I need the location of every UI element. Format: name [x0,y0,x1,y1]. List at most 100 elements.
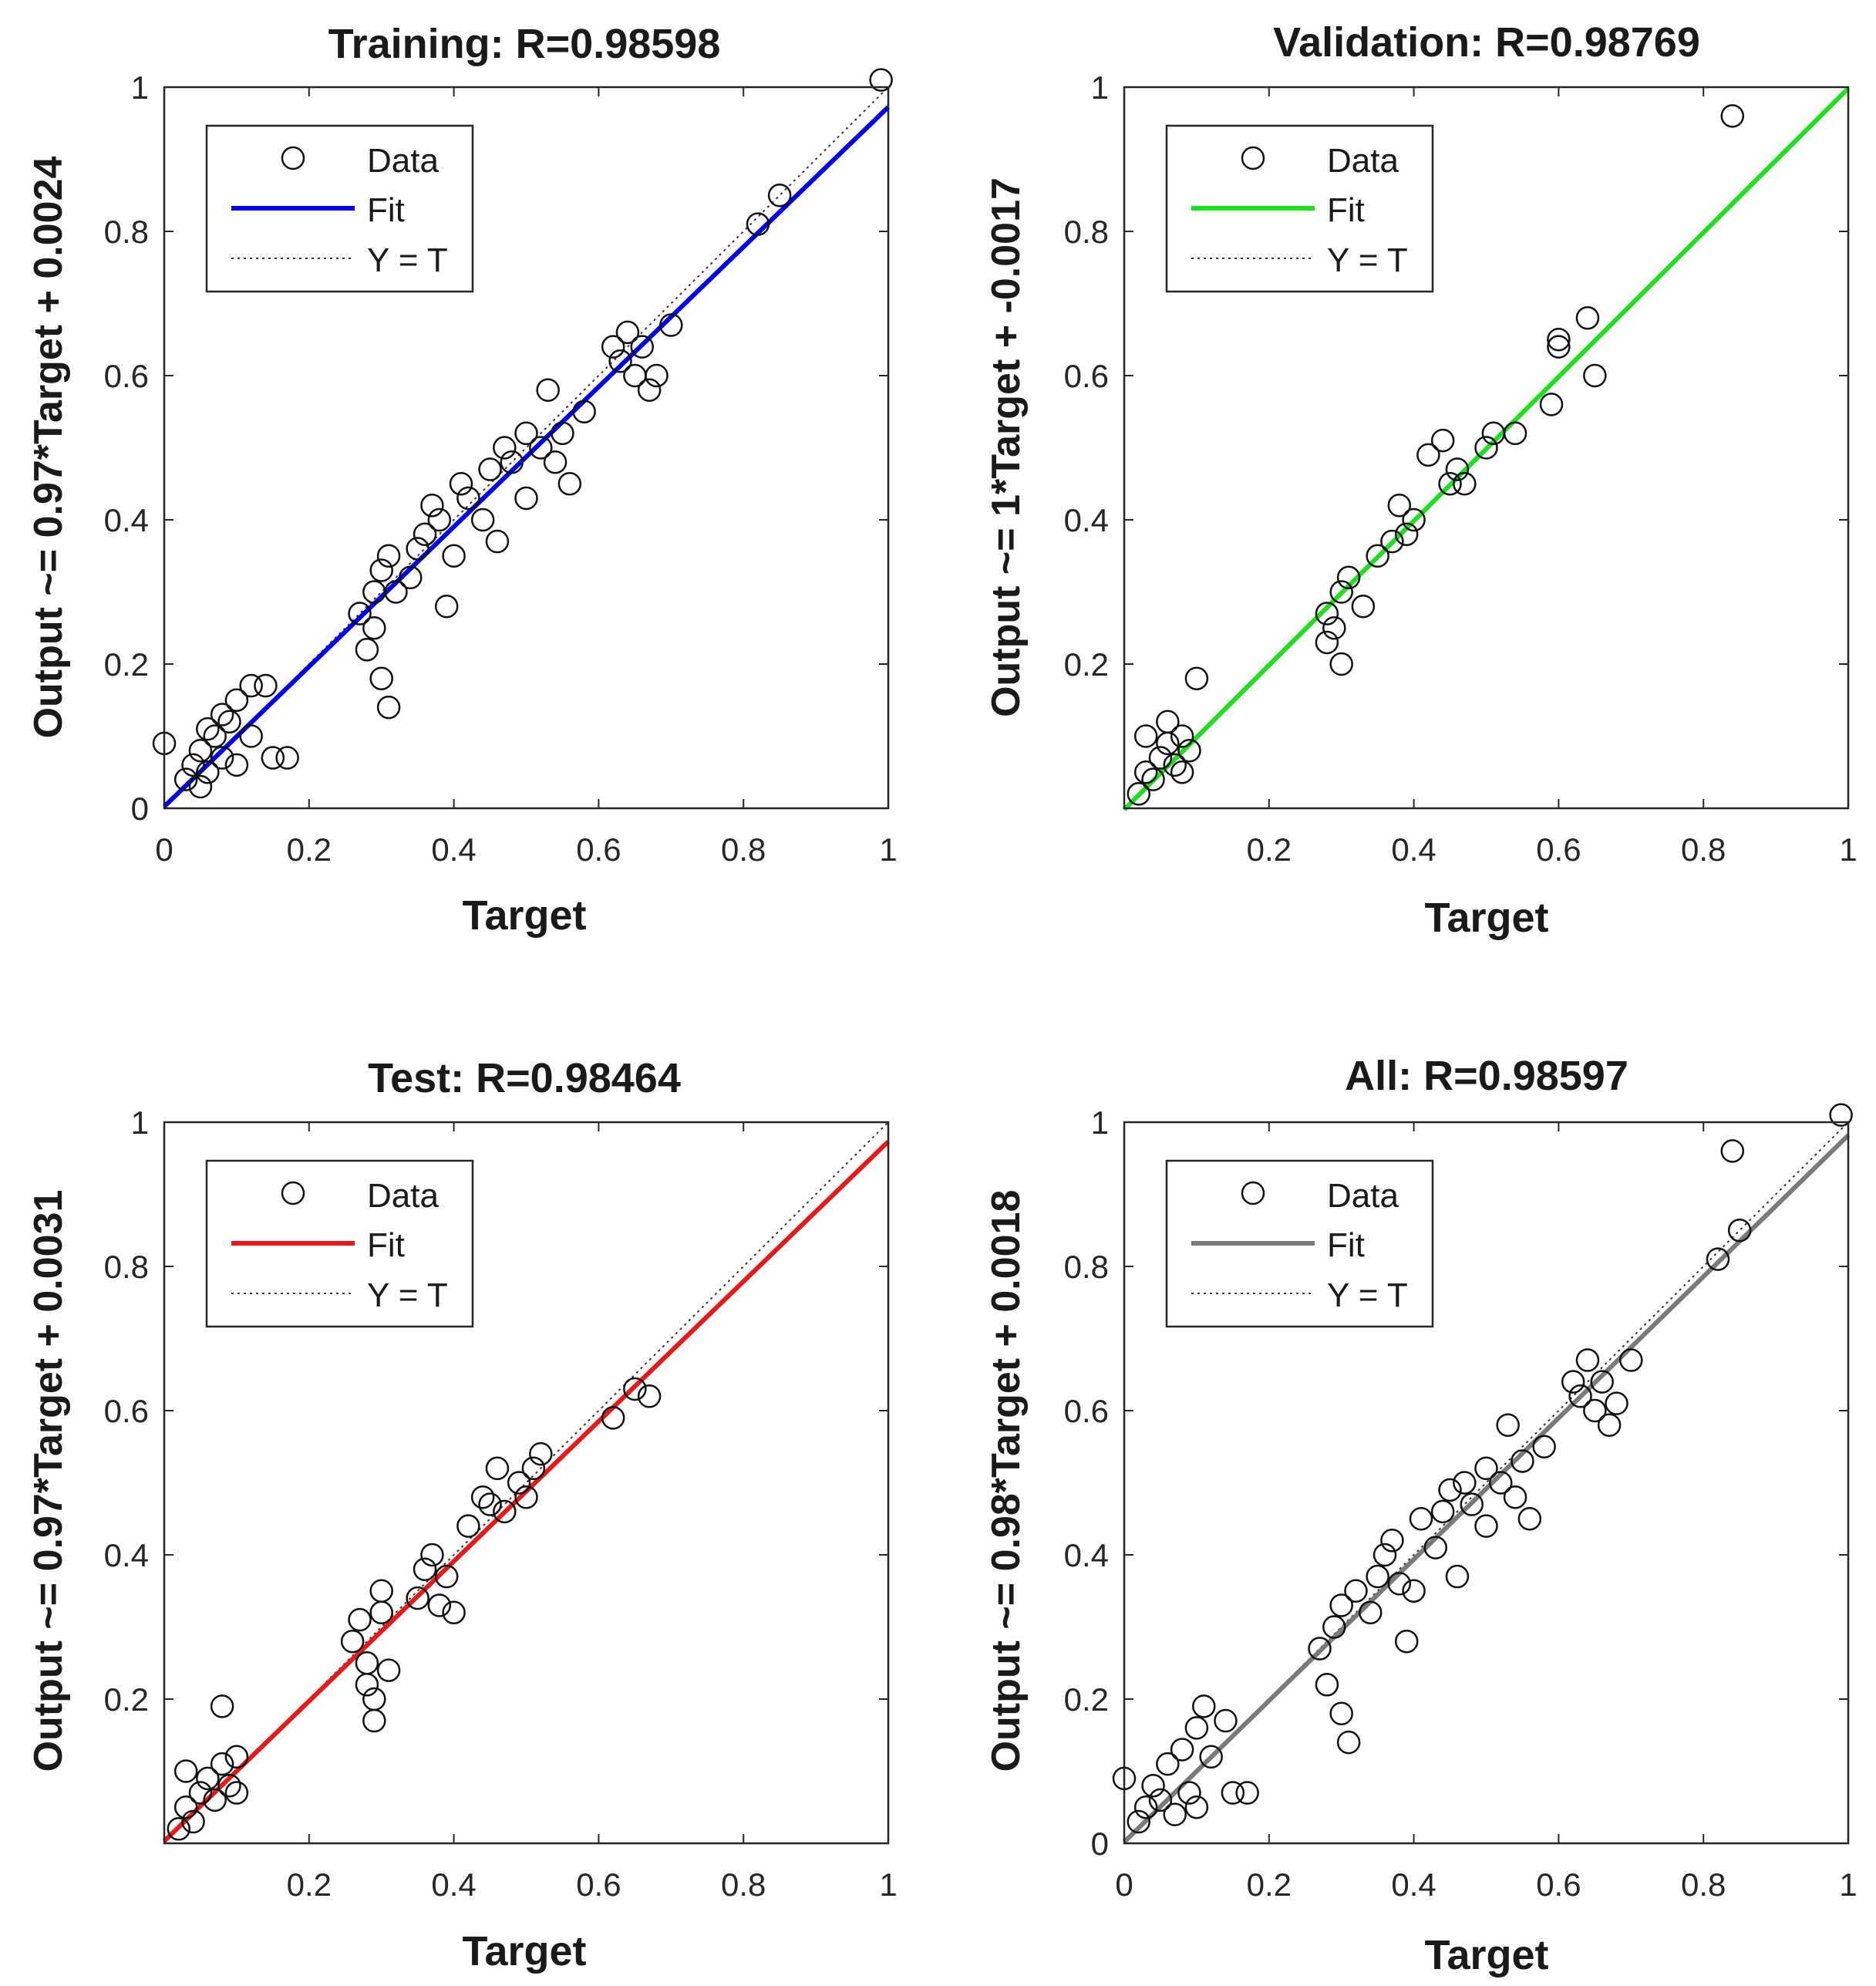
ideal-line [163,86,889,809]
data-point [1148,1788,1173,1812]
data-point [1133,760,1158,784]
data-point [615,320,640,345]
data-point [1141,767,1165,791]
data-point [1380,1529,1404,1553]
data-point [210,746,234,770]
data-point [1539,393,1564,416]
data-point [1344,1579,1368,1603]
data-point [173,1795,198,1819]
data-point [1438,1478,1462,1502]
x-tick-label: 1 [1839,1866,1857,1903]
data-point [1184,666,1209,690]
data-point [224,688,249,712]
data-point [637,378,662,402]
data-point [1329,652,1353,676]
x-tick-label: 0.2 [287,1866,332,1903]
data-point [1366,1564,1389,1589]
x-axis-label: Target [462,892,586,939]
data-point [210,703,234,727]
data-point [1511,1449,1534,1473]
data-point [1133,1795,1158,1819]
y-tick-label: 0 [1091,1826,1109,1862]
data-point [1503,421,1527,446]
data-point [1170,760,1194,784]
data-point [1156,710,1180,734]
y-tick-label: 0.6 [104,358,149,394]
panel-validation: Validation: R=0.98769 Target Output ~= 1… [984,19,1857,941]
x-tick-label: 0.4 [431,1866,476,1903]
legend-data-label: Data [1327,1177,1399,1215]
data-point [239,673,263,698]
data-point [1184,1716,1209,1740]
data-point [1133,724,1158,748]
data-point [1453,1471,1477,1495]
data-point [1453,472,1477,496]
data-point [659,313,683,337]
data-point [529,436,553,460]
data-point [1561,1370,1585,1394]
data-point [1402,1579,1426,1603]
data-point [1387,494,1412,518]
data-point [1547,335,1571,359]
data-point [203,1788,227,1812]
x-tick-label: 1 [1839,831,1857,868]
y-tick-label: 1 [1091,1104,1109,1141]
data-point [1532,1435,1556,1458]
data-point [1235,1781,1259,1805]
x-tick-label: 1 [879,831,897,868]
data-point [224,1781,249,1805]
data-point [1336,1730,1361,1755]
data-point [217,1773,241,1798]
x-tick-label: 0.2 [1247,831,1292,868]
data-point [406,1586,429,1610]
fit-line [1122,86,1851,811]
data-point [1141,1773,1165,1798]
data-point [384,580,408,604]
data-point [369,666,393,690]
legend: Data Fit Y = T [205,124,474,293]
data-point [1445,457,1470,481]
data-point [493,1499,517,1524]
y-tick-label: 0.2 [104,1681,149,1718]
data-point [1503,1485,1527,1509]
data-point [196,1766,220,1791]
x-tick-label: 0.4 [431,831,476,868]
y-tick-label: 0.6 [1064,1393,1109,1429]
data-point [188,1781,213,1805]
x-tick-label: 0.6 [1536,1866,1581,1903]
data-point [623,1377,647,1401]
data-point [608,349,632,373]
chart-title: Validation: R=0.98769 [1273,19,1700,66]
data-point [1322,1615,1346,1639]
data-point [1496,1413,1520,1437]
data-point [1214,1708,1238,1733]
legend-ideal-label: Y = T [1327,241,1408,279]
data-point [1394,522,1419,546]
data-point [376,544,401,568]
y-tick-label: 0.8 [1064,214,1109,250]
y-tick-label: 0.2 [104,646,149,683]
data-point [1322,616,1346,640]
legend: Data Fit Y = T [205,1159,474,1328]
data-point [1184,1795,1209,1819]
data-point [514,421,538,446]
x-axis-label: Target [1424,895,1548,941]
y-tick-label: 0.8 [104,214,149,250]
legend-ideal-label: Y = T [1327,1276,1408,1314]
chart-title: All: R=0.98597 [1345,1053,1628,1099]
data-point [456,486,480,511]
x-tick-label: 1 [879,1866,897,1903]
data-point [181,1809,205,1834]
data-point [521,1456,546,1481]
data-point [1547,328,1571,352]
data-point [1366,544,1389,568]
data-point [1336,565,1361,590]
x-axis-label: Target [462,1928,586,1974]
y-axis-label: Output ~= 0.97*Target + 0.0024 [26,157,71,739]
data-point [188,738,213,763]
y-axis-label: Output ~= 0.97*Target + 0.0031 [26,1190,71,1772]
data-point [1706,1247,1730,1271]
data-point [1727,1219,1752,1243]
data-point [1409,1507,1433,1531]
